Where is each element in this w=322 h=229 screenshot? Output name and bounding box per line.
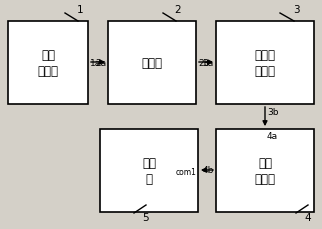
Text: 2b: 2b: [198, 58, 209, 67]
Text: 5: 5: [143, 212, 149, 222]
Bar: [108, 22, 196, 105]
Bar: [216, 22, 314, 105]
Text: 4b: 4b: [203, 166, 214, 175]
Text: 4a: 4a: [267, 131, 278, 140]
Text: 压振
传感器: 压振 传感器: [37, 49, 59, 78]
Text: 计算
机: 计算 机: [142, 156, 156, 185]
Text: 1: 1: [77, 5, 83, 15]
Text: 3b: 3b: [267, 108, 279, 117]
Text: 放大器: 放大器: [141, 57, 163, 70]
Text: 2a: 2a: [95, 58, 106, 67]
Text: 1a: 1a: [90, 58, 101, 67]
Text: 模数
转换器: 模数 转换器: [254, 156, 276, 185]
Text: 3: 3: [293, 5, 299, 15]
Bar: [8, 22, 88, 105]
Text: 超低频
锁相环: 超低频 锁相环: [254, 49, 276, 78]
Text: com1: com1: [176, 167, 197, 176]
Text: 3a: 3a: [203, 58, 214, 67]
Text: 4: 4: [305, 212, 311, 222]
Text: 2: 2: [175, 5, 181, 15]
Bar: [100, 129, 198, 212]
Bar: [216, 129, 314, 212]
